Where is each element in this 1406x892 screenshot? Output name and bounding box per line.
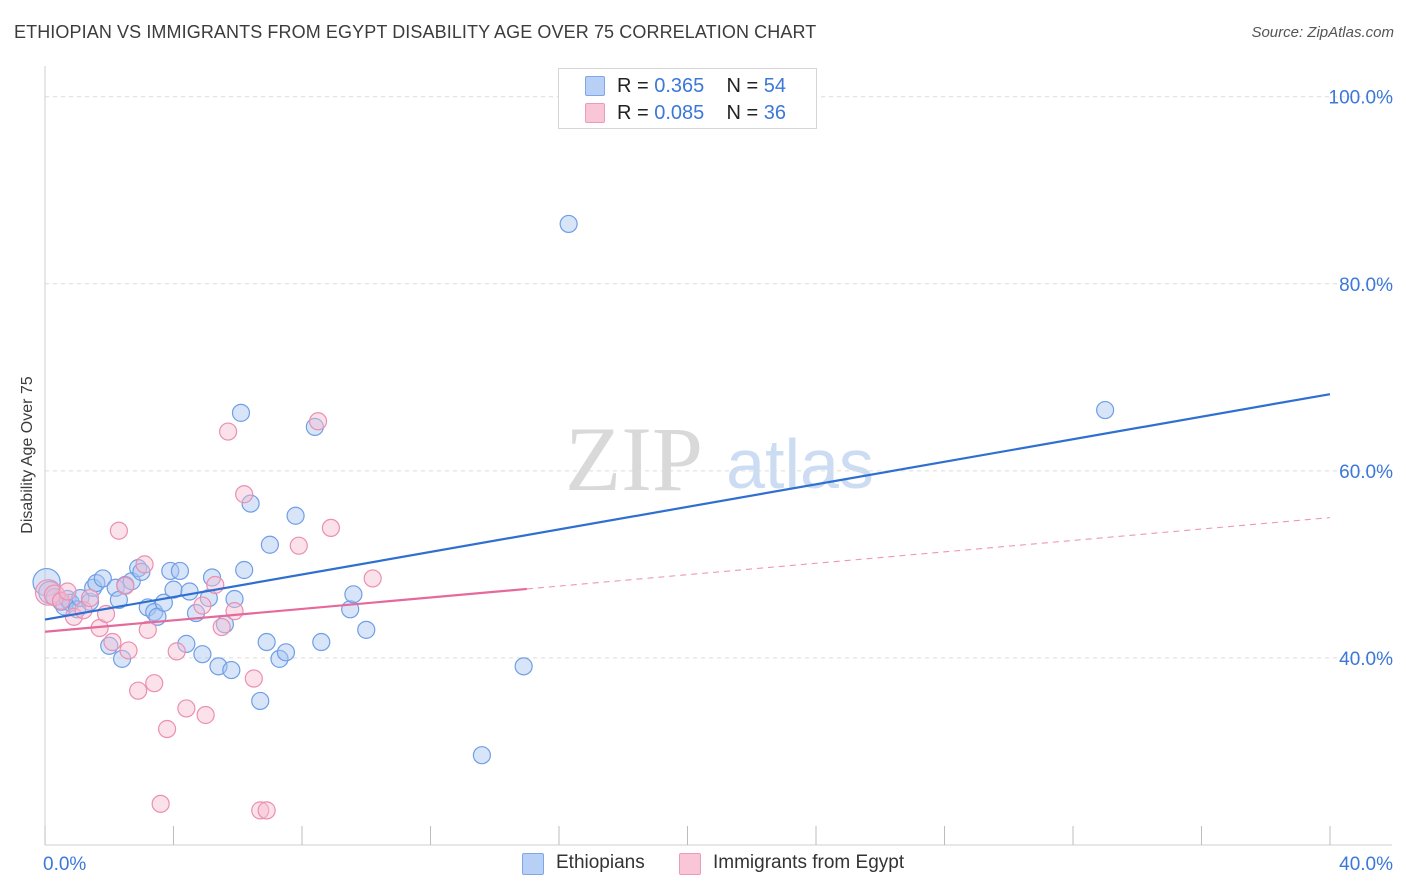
watermark: ZIP atlas xyxy=(565,408,874,510)
point-ethiopians xyxy=(180,582,199,601)
point-egypt xyxy=(109,521,128,540)
point-egypt xyxy=(225,602,244,621)
legend-swatch-blue xyxy=(585,76,605,96)
point-egypt xyxy=(308,412,328,431)
point-egypt xyxy=(177,699,196,718)
stats-text: R = 0.365 N = 54 xyxy=(617,75,786,98)
n-value: 54 xyxy=(763,75,787,97)
point-ethiopians xyxy=(305,417,324,436)
legend-swatch-pink xyxy=(679,853,701,875)
r-value: 0.365 xyxy=(654,75,705,97)
point-ethiopians xyxy=(357,620,376,639)
point-ethiopians xyxy=(260,535,279,554)
y-tick-label: 100.0% xyxy=(1329,88,1394,109)
point-egypt xyxy=(80,588,100,608)
point-egypt xyxy=(103,632,122,652)
point-ethiopians xyxy=(257,632,276,652)
point-ethiopians xyxy=(222,660,241,680)
point-egypt xyxy=(212,617,231,637)
watermark-atlas: atlas xyxy=(726,425,874,503)
point-egypt xyxy=(119,641,138,660)
point-egypt xyxy=(51,591,71,610)
point-egypt xyxy=(363,569,382,588)
point-egypt xyxy=(289,536,308,555)
point-egypt xyxy=(129,681,148,700)
point-ethiopians xyxy=(1096,400,1115,420)
point-egypt xyxy=(145,674,164,693)
r-label: R = xyxy=(617,102,649,124)
point-ethiopians xyxy=(276,643,296,662)
point-ethiopians xyxy=(161,561,180,581)
legend-label: Ethiopians xyxy=(556,852,645,873)
trend-line-egypt xyxy=(44,587,527,633)
legend-swatch-blue xyxy=(522,853,544,875)
n-label: N = xyxy=(726,102,759,124)
point-egypt xyxy=(257,801,276,820)
point-egypt xyxy=(321,518,341,538)
point-egypt xyxy=(219,422,238,441)
x-tick-label: 40.0% xyxy=(1339,854,1393,875)
n-label: N = xyxy=(726,75,759,97)
legend-swatch-pink xyxy=(585,103,605,123)
stats-legend: R = 0.365 N = 54 R = 0.085 N = 36 xyxy=(558,68,817,129)
trend-line-egypt-extrapolated xyxy=(526,517,1331,590)
n-value: 36 xyxy=(763,102,787,124)
tick-labels: 40.0% 60.0% 80.0% 100.0% 0.0% 40.0% xyxy=(43,88,1393,875)
trend-lines xyxy=(44,393,1331,633)
trend-line-ethiopians xyxy=(44,393,1331,621)
point-ethiopians xyxy=(270,649,289,668)
point-ethiopians xyxy=(514,657,533,676)
point-ethiopians xyxy=(199,588,218,608)
point-egypt xyxy=(244,669,263,688)
point-ethiopians xyxy=(286,506,305,525)
watermark-zip: ZIP xyxy=(565,408,703,510)
point-ethiopians xyxy=(193,645,212,664)
point-egypt xyxy=(58,582,77,601)
point-egypt xyxy=(235,485,254,504)
point-ethiopians xyxy=(241,494,260,513)
r-value: 0.085 xyxy=(654,102,705,124)
data-points xyxy=(32,214,1115,820)
y-tick-label: 60.0% xyxy=(1339,462,1393,483)
gridlines xyxy=(45,96,1392,659)
x-tick-label: 0.0% xyxy=(43,854,86,875)
point-egypt xyxy=(193,596,212,615)
point-ethiopians xyxy=(177,634,196,653)
stats-text: R = 0.085 N = 36 xyxy=(617,102,786,125)
chart-title: ETHIOPIAN VS IMMIGRANTS FROM EGYPT DISAB… xyxy=(14,22,817,42)
point-egypt xyxy=(116,576,135,596)
point-egypt xyxy=(138,620,157,639)
source-label: Source: ZipAtlas.com xyxy=(1251,24,1394,41)
point-egypt xyxy=(167,642,186,661)
point-ethiopians xyxy=(312,632,331,652)
point-ethiopians xyxy=(344,585,363,604)
point-egypt xyxy=(157,719,177,739)
point-ethiopians xyxy=(231,403,251,422)
y-tick-label: 80.0% xyxy=(1339,275,1393,296)
point-ethiopians xyxy=(93,569,112,588)
axes xyxy=(44,66,1392,846)
point-ethiopians xyxy=(170,561,190,581)
legend-label: Immigrants from Egypt xyxy=(713,852,905,873)
r-label: R = xyxy=(617,75,649,97)
point-ethiopians xyxy=(235,560,254,580)
point-egypt xyxy=(251,801,270,820)
point-ethiopians xyxy=(251,691,270,711)
y-tick-label: 40.0% xyxy=(1339,649,1393,670)
point-egypt xyxy=(196,705,215,725)
point-egypt xyxy=(135,555,154,574)
point-ethiopians xyxy=(559,214,578,234)
point-ethiopians xyxy=(472,746,491,765)
point-egypt xyxy=(151,794,170,813)
